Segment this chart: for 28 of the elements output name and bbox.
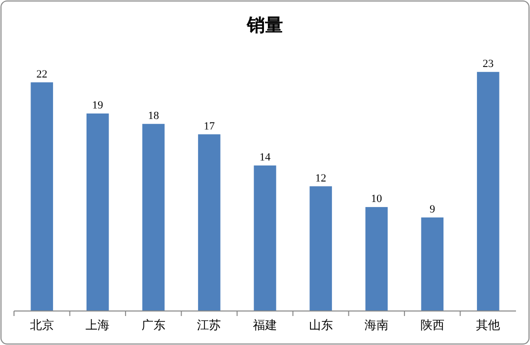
- x-tick-label: 北京: [30, 318, 54, 332]
- bar: [142, 124, 165, 311]
- x-tick-label: 其他: [476, 318, 500, 332]
- bar: [421, 217, 444, 311]
- data-label: 22: [36, 68, 48, 80]
- data-label: 18: [148, 110, 160, 122]
- x-tick-label: 江苏: [197, 318, 222, 332]
- bar: [310, 186, 332, 311]
- bar: [198, 134, 220, 311]
- data-label: 23: [482, 58, 494, 70]
- x-tick-label: 上海: [86, 318, 110, 332]
- x-tick-label: 陕西: [420, 318, 444, 332]
- bar: [365, 207, 388, 311]
- x-tick-label: 福建: [253, 318, 277, 332]
- x-tick-label: 海南: [364, 318, 389, 332]
- data-label: 17: [204, 120, 216, 132]
- x-tick-label: 广东: [141, 318, 166, 332]
- bar: [254, 165, 276, 311]
- data-label: 10: [371, 193, 383, 206]
- data-label: 14: [260, 151, 271, 164]
- bar: [476, 72, 500, 311]
- chart-title: 销量: [246, 15, 283, 36]
- x-tick-label: 山东: [308, 318, 333, 332]
- data-label: 12: [315, 172, 326, 184]
- bar: [30, 82, 54, 311]
- bar: [86, 113, 109, 311]
- data-label: 9: [430, 203, 436, 216]
- data-label: 19: [92, 99, 104, 112]
